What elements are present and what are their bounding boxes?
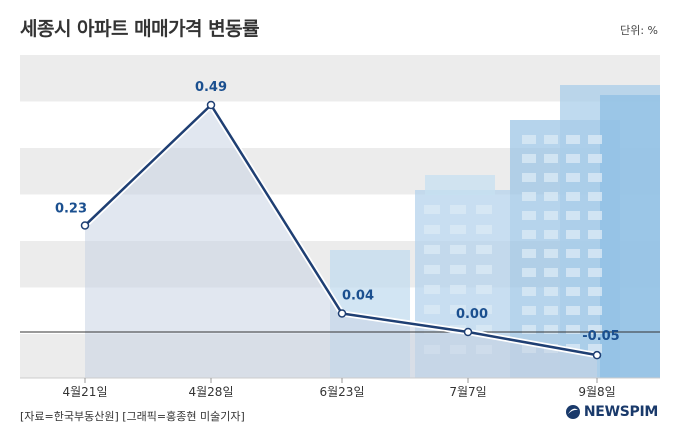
building-window: [544, 135, 558, 144]
chart-title: 세종시 아파트 매매가격 변동률: [20, 18, 260, 40]
building-window: [450, 205, 466, 214]
building-window: [544, 154, 558, 163]
building-window: [544, 211, 558, 220]
newspim-logo-icon: [565, 405, 580, 419]
building-window: [566, 192, 580, 201]
building-window: [424, 205, 440, 214]
building-window: [588, 135, 602, 144]
x-tick-label: 6월23일: [320, 385, 365, 399]
building-window: [522, 268, 536, 277]
building-window: [566, 249, 580, 258]
data-labels: 0.23 0.49 0.04 0.00 -0.05: [55, 80, 620, 344]
building-window: [424, 245, 440, 254]
data-points: [80, 100, 602, 360]
data-point: [337, 309, 347, 318]
building-window: [588, 287, 602, 296]
building-window: [544, 287, 558, 296]
x-tick-label: 4월28일: [189, 385, 234, 399]
grid-band: [20, 55, 660, 102]
data-label: 0.23: [55, 201, 87, 216]
building-shape: [600, 95, 660, 378]
building-window: [566, 135, 580, 144]
building-window: [566, 287, 580, 296]
building-window: [566, 325, 580, 334]
building-window: [424, 305, 440, 314]
x-tick-label: 7월7일: [449, 385, 486, 399]
building-window: [588, 154, 602, 163]
building-window: [522, 230, 536, 239]
building-window: [544, 249, 558, 258]
building-window: [566, 230, 580, 239]
data-point: [206, 100, 216, 110]
building-window: [566, 306, 580, 315]
building-window: [566, 154, 580, 163]
building-window: [522, 173, 536, 182]
data-label: -0.05: [582, 329, 619, 344]
building-window: [522, 306, 536, 315]
building-window: [522, 135, 536, 144]
building-window: [588, 230, 602, 239]
building-window: [588, 211, 602, 220]
building-window: [476, 265, 492, 274]
source-credit: [자료=한국부동산원] [그래픽=홍종현 미술기자]: [20, 410, 245, 423]
brand-name: NEWSPIM: [583, 404, 658, 420]
data-label: 0.04: [342, 288, 374, 303]
building-window: [424, 285, 440, 294]
building-window: [522, 211, 536, 220]
unit-label: 단위: %: [620, 24, 658, 37]
building-window: [588, 192, 602, 201]
building-window: [522, 192, 536, 201]
building-window: [476, 305, 492, 314]
building-window: [476, 225, 492, 234]
x-tick-label: 4월21일: [63, 385, 108, 399]
building-window: [450, 285, 466, 294]
data-point: [463, 327, 473, 337]
building-window: [476, 325, 492, 334]
data-label: 0.49: [195, 80, 227, 95]
building-window: [450, 305, 466, 314]
building-window: [566, 268, 580, 277]
area-under-line: [85, 105, 597, 378]
data-point: [592, 350, 602, 360]
building-window: [588, 306, 602, 315]
building-window: [588, 325, 602, 334]
data-label: 0.00: [456, 307, 488, 322]
building-window: [450, 225, 466, 234]
building-window: [588, 344, 602, 353]
area-fill: [85, 105, 597, 378]
building-window: [544, 192, 558, 201]
building-window: [544, 268, 558, 277]
building-window: [544, 230, 558, 239]
building-window: [522, 249, 536, 258]
building-window: [476, 205, 492, 214]
building-window: [476, 285, 492, 294]
brand-logo: NEWSPIM: [565, 404, 658, 420]
building-window: [544, 306, 558, 315]
building-window: [588, 268, 602, 277]
building-window: [544, 325, 558, 334]
building-window: [424, 225, 440, 234]
building-window: [522, 154, 536, 163]
building-shape: [425, 175, 495, 195]
building-window: [476, 245, 492, 254]
x-tick-label: 9월8일: [578, 385, 615, 399]
building-window: [588, 173, 602, 182]
building-window: [588, 249, 602, 258]
building-window: [424, 265, 440, 274]
data-point: [80, 221, 90, 230]
building-window: [450, 265, 466, 274]
building-window: [522, 325, 536, 334]
building-window: [522, 287, 536, 296]
building-window: [566, 211, 580, 220]
x-axis: 4월21일 4월28일 6월23일 7월7일 9월8일: [20, 377, 660, 399]
building-window: [566, 173, 580, 182]
building-window: [544, 173, 558, 182]
building-window: [450, 245, 466, 254]
